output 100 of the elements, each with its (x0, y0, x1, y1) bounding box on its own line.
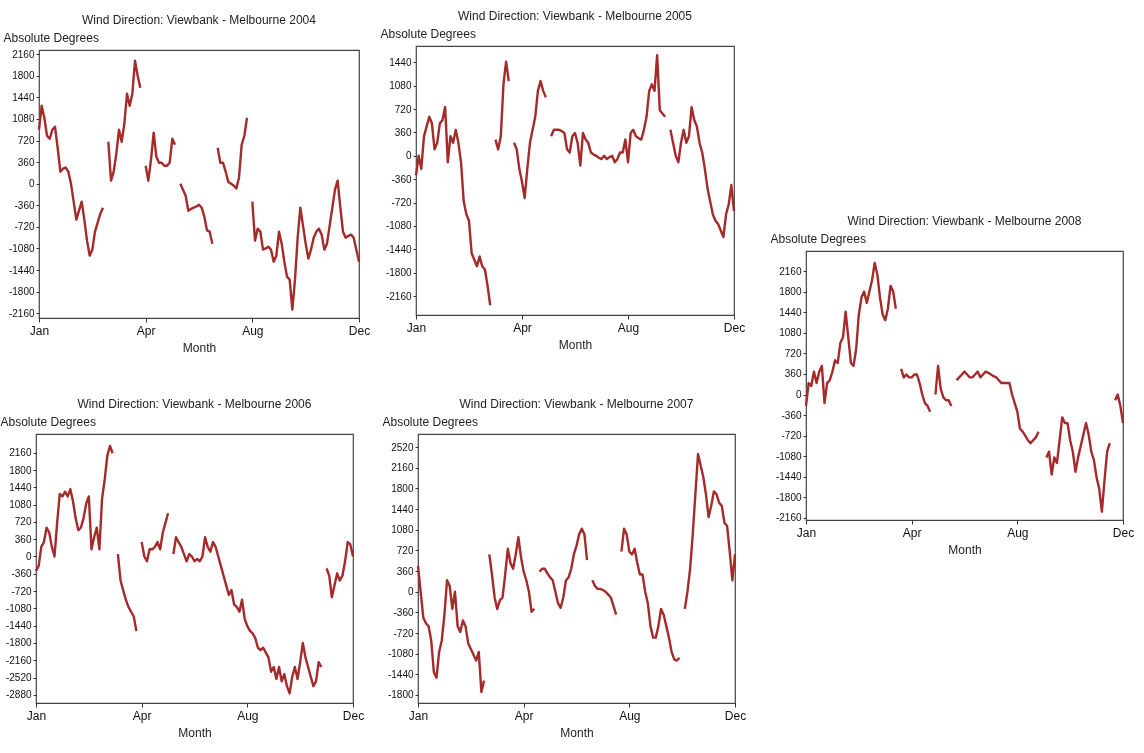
x-axis-title: Month (558, 337, 593, 352)
y-tick-label: -360 (781, 409, 802, 421)
y-tick-label: -1800 (385, 267, 412, 279)
y-tick-label: -1080 (5, 602, 32, 614)
y-tick-label: 2520 (391, 441, 414, 453)
x-tick-label: Apr (136, 323, 156, 338)
x-tick-label: Jan (796, 525, 817, 540)
y-tick-label: 1800 (9, 464, 32, 476)
y-tick-label: 360 (784, 368, 802, 380)
y-tick-label: -2160 (775, 512, 802, 524)
chart-title: Wind Direction: Viewbank - Melbourne 2007 (459, 397, 694, 411)
y-tick-label: -2520 (5, 672, 32, 684)
y-tick-label: 1080 (779, 327, 802, 339)
y-tick-label: 1440 (391, 503, 414, 515)
x-tick-label: Dec (724, 708, 747, 723)
y-tick-label: 1440 (389, 56, 412, 68)
x-tick-label: Dec (1112, 525, 1135, 540)
x-tick-label: Dec (348, 323, 371, 338)
y-tick-label: -360 (391, 173, 412, 185)
x-axis-title: Month (178, 725, 212, 740)
y-tick-label: -2160 (385, 290, 412, 302)
chart-title: Wind Direction: Viewbank - Melbourne 2005 (458, 9, 693, 23)
y-tick-label: -720 (781, 430, 802, 442)
x-tick-label: Aug (242, 323, 264, 338)
y-tick-label: -720 (14, 221, 35, 233)
x-tick-label: Apr (132, 708, 152, 723)
y-tick-label: 0 (795, 389, 802, 400)
y-tick-label: -360 (393, 606, 414, 618)
x-tick-label: Aug (1007, 525, 1029, 540)
y-tick-label: -360 (14, 199, 35, 211)
y-tick-label: 2160 (779, 265, 802, 277)
y-axis-title: Absolute Degrees (382, 414, 478, 429)
y-tick-label: -1440 (8, 264, 35, 276)
y-tick-label: -1800 (387, 689, 414, 701)
y-tick-label: 360 (394, 126, 412, 138)
y-tick-label: 720 (17, 135, 35, 147)
y-tick-label: -1800 (5, 637, 32, 649)
y-tick-label: 2160 (391, 462, 414, 474)
y-axis-title: Absolute Degrees (380, 26, 476, 41)
y-tick-label: -2880 (5, 689, 32, 701)
y-tick-label: 720 (784, 347, 802, 359)
y-tick-label: -2160 (8, 307, 35, 319)
y-tick-label: 1440 (9, 481, 32, 493)
y-tick-label: 0 (25, 550, 32, 562)
y-axis-title: Absolute Degrees (0, 414, 96, 429)
y-tick-label: 1440 (12, 91, 35, 103)
x-tick-label: Aug (617, 320, 640, 335)
y-tick-label: -360 (11, 568, 32, 580)
x-tick-label: Apr (514, 708, 534, 723)
y-tick-label: -720 (11, 585, 32, 597)
x-tick-label: Jan (26, 708, 47, 723)
x-tick-label: Dec (723, 320, 746, 335)
x-tick-label: Apr (902, 525, 922, 540)
y-tick-label: 1080 (9, 499, 32, 511)
y-axis-title: Absolute Degrees (770, 231, 866, 246)
y-tick-label: 720 (396, 544, 414, 556)
x-tick-label: Jan (408, 708, 429, 723)
y-axis-title: Absolute Degrees (3, 30, 99, 45)
y-tick-label: -2160 (5, 654, 32, 666)
y-tick-label: -1800 (8, 286, 35, 298)
y-tick-label: -1440 (387, 668, 414, 680)
y-tick-label: -720 (393, 627, 414, 639)
y-tick-label: 1440 (779, 306, 802, 318)
y-tick-label: 1080 (389, 80, 412, 92)
y-tick-label: 0 (405, 150, 412, 162)
y-tick-label: 1800 (779, 286, 802, 298)
y-tick-label: -1440 (5, 620, 32, 632)
chart-title: Wind Direction: Viewbank - Melbourne 2008 (847, 214, 1082, 228)
y-tick-label: -1800 (775, 491, 802, 503)
y-tick-label: -1080 (385, 220, 412, 232)
x-axis-title: Month (560, 725, 594, 740)
y-tick-label: -1440 (775, 471, 802, 483)
y-tick-label: 0 (28, 178, 35, 190)
x-tick-label: Aug (237, 708, 259, 723)
x-tick-label: Dec (342, 708, 365, 723)
x-axis-title: Month (182, 340, 217, 355)
y-tick-label: -720 (391, 197, 412, 209)
y-tick-label: -1080 (387, 648, 414, 660)
y-tick-label: 1800 (12, 70, 35, 82)
y-tick-label: 360 (17, 156, 35, 168)
y-tick-label: 2160 (12, 48, 35, 60)
y-tick-label: 360 (396, 565, 414, 577)
chart-title: Wind Direction: Viewbank - Melbourne 2004 (82, 13, 317, 27)
y-tick-label: 720 (14, 516, 32, 528)
x-tick-label: Apr (513, 320, 532, 335)
y-tick-label: -1440 (385, 243, 412, 255)
chart-title: Wind Direction: Viewbank - Melbourne 2006 (77, 397, 312, 411)
y-tick-label: 1080 (391, 524, 414, 536)
x-axis-title: Month (948, 542, 982, 557)
y-tick-label: 0 (407, 586, 414, 598)
y-tick-label: -1080 (8, 242, 35, 254)
y-tick-label: 2160 (9, 447, 32, 459)
y-tick-label: 720 (394, 103, 412, 115)
y-tick-label: -1080 (775, 450, 802, 462)
y-tick-label: 1080 (12, 113, 35, 125)
y-tick-label: 360 (14, 533, 32, 545)
x-tick-label: Jan (29, 323, 50, 338)
x-tick-label: Aug (619, 708, 641, 723)
y-tick-label: 1800 (391, 482, 414, 494)
x-tick-label: Jan (406, 320, 427, 335)
